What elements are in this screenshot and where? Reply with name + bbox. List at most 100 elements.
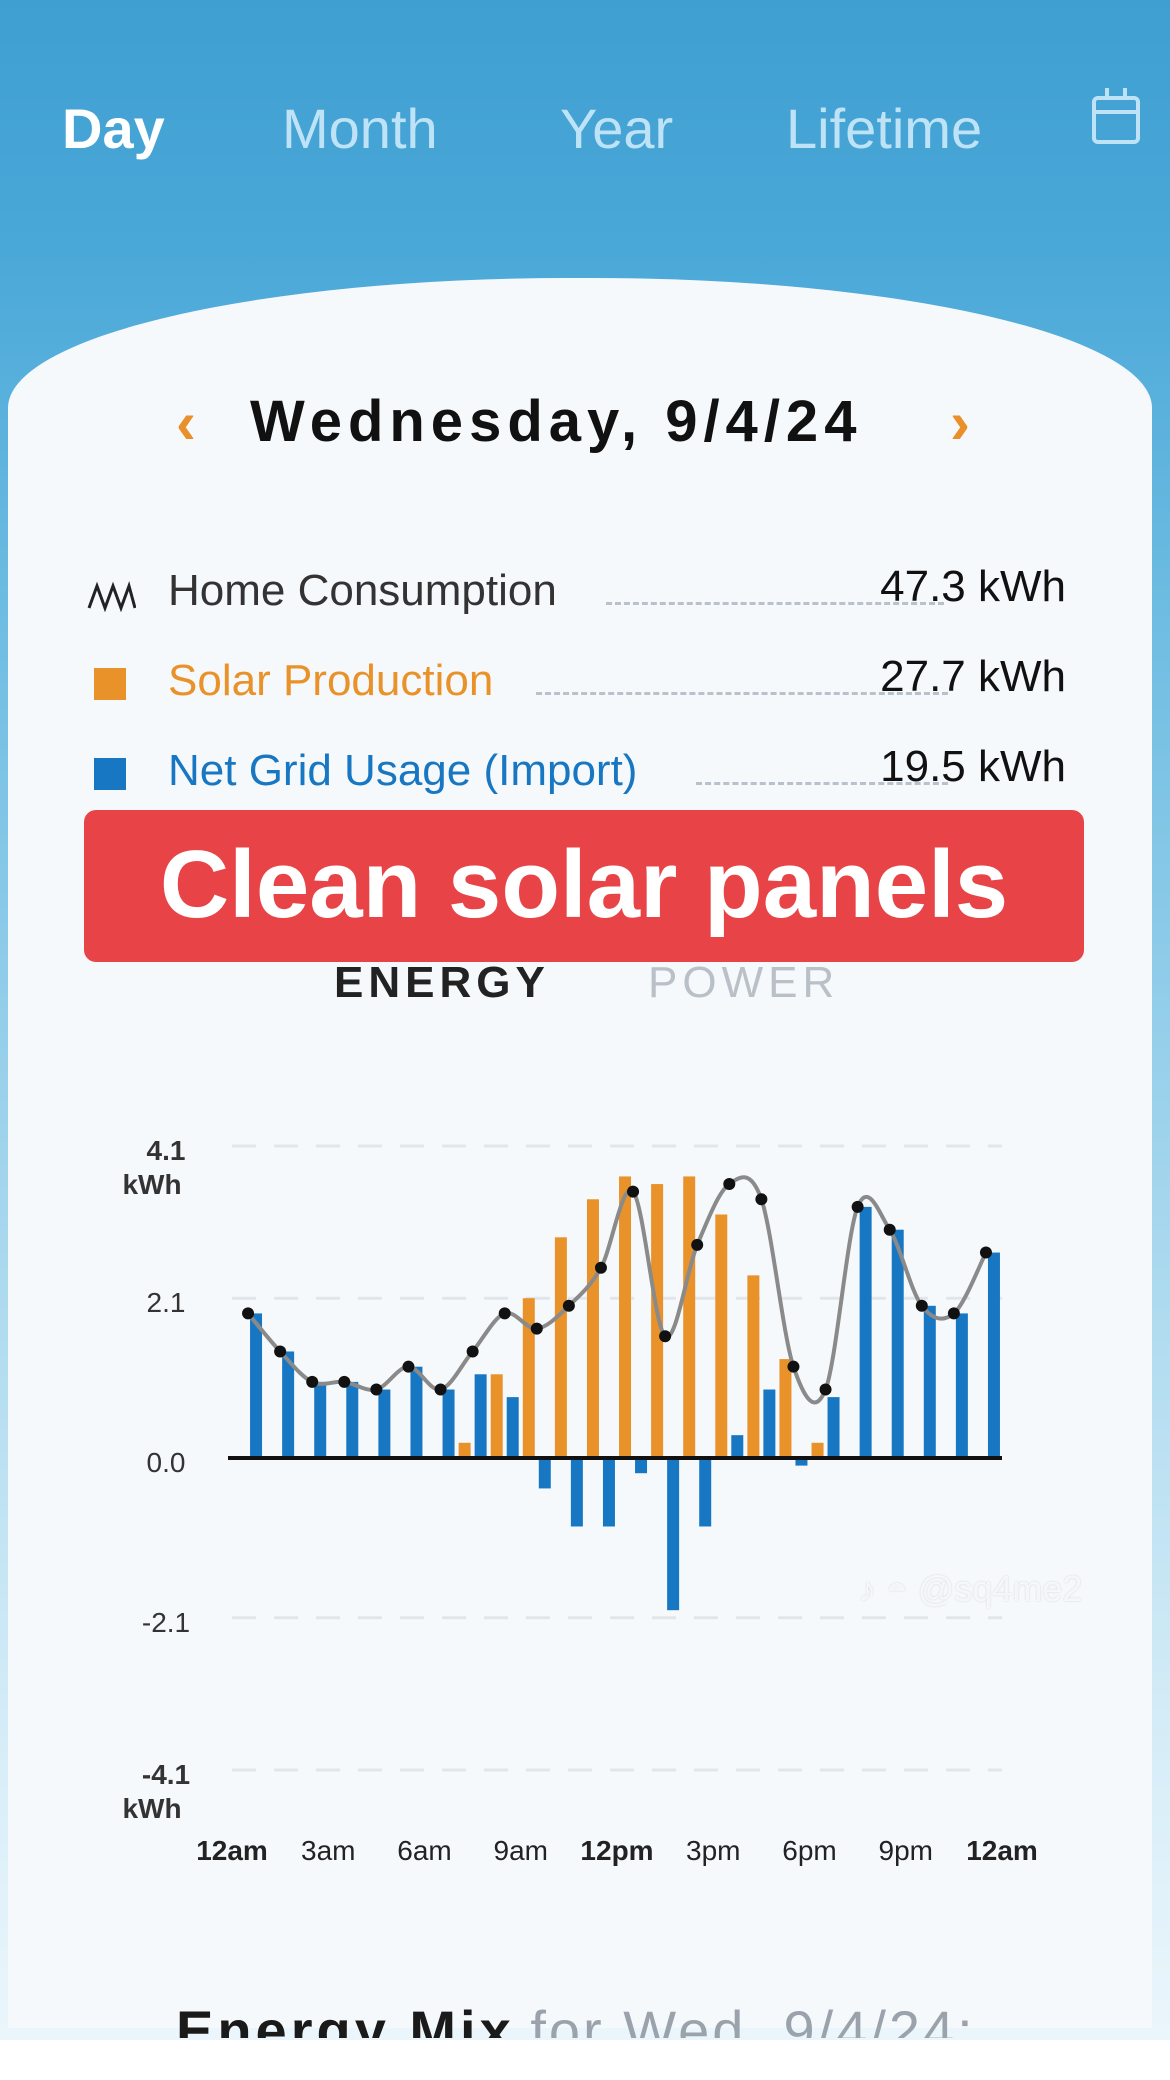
leader-dots [536, 692, 948, 695]
tab-month[interactable]: Month [282, 97, 438, 160]
home-consumption-point [787, 1360, 800, 1373]
grid-bar [667, 1458, 680, 1611]
tab-year[interactable]: Year [560, 97, 674, 160]
solar-bar [586, 1199, 599, 1458]
solar-bar [715, 1214, 728, 1458]
net-grid-usage-row: Net Grid Usage (Import) 19.5 kWh [86, 742, 1076, 806]
next-day-chevron-icon[interactable]: › [950, 389, 970, 456]
home-consumption-row: Home Consumption 47.3 kWh [86, 562, 1076, 626]
grid-bar [731, 1435, 744, 1458]
x-tick-label: 3am [301, 1835, 355, 1866]
grid-bar [923, 1305, 936, 1458]
home-consumption-point [466, 1345, 479, 1358]
y-unit-label: kWh [122, 1793, 181, 1824]
solar-production-value: 27.7 kWh [880, 652, 1066, 701]
home-consumption-line [246, 1175, 988, 1405]
home-consumption-point [338, 1375, 351, 1388]
y-unit-label: kWh [122, 1169, 181, 1200]
solar-bar [779, 1359, 792, 1458]
energy-card [8, 278, 1152, 2028]
x-tick-label: 12am [196, 1835, 268, 1866]
solar-production-label: Solar Production [168, 656, 494, 705]
solar-bar [683, 1176, 696, 1458]
orange-square-icon [94, 668, 126, 700]
grid-bar [987, 1252, 1000, 1458]
date-title: Wednesday, 9/4/24 [250, 389, 863, 454]
home-consumption-point [498, 1307, 511, 1320]
grid-bar [635, 1458, 648, 1474]
bottom-band [0, 2040, 1170, 2080]
net-grid-usage-label: Net Grid Usage (Import) [168, 746, 638, 795]
grid-bar [859, 1206, 872, 1458]
grid-bar [827, 1397, 840, 1458]
solar-bar [554, 1237, 567, 1458]
x-tick-label: 6pm [782, 1835, 836, 1866]
solar-production-row: Solar Production 27.7 kWh [86, 652, 1076, 716]
y-tick-label: -2.1 [142, 1607, 190, 1638]
y-tick-label: 4.1 [147, 1135, 186, 1166]
home-consumption-point [242, 1307, 255, 1320]
home-consumption-point [755, 1193, 768, 1206]
grid-bar [506, 1397, 519, 1458]
grid-bar [795, 1458, 808, 1466]
x-tick-label: 9pm [879, 1835, 933, 1866]
home-consumption-point [659, 1330, 672, 1343]
energy-mode-tab[interactable]: ENERGY [334, 958, 550, 1007]
x-tick-label: 12pm [580, 1835, 653, 1866]
tab-day[interactable]: Day [62, 97, 165, 160]
y-tick-label: 0.0 [147, 1447, 186, 1478]
leader-dots [696, 782, 948, 785]
grid-bar [410, 1366, 423, 1458]
home-consumption-point [434, 1383, 447, 1396]
grid-bar [282, 1351, 295, 1458]
solar-bar [458, 1442, 471, 1458]
leader-dots [606, 602, 944, 605]
grid-bar [346, 1381, 359, 1458]
home-consumption-point [627, 1185, 640, 1198]
home-consumption-value: 47.3 kWh [880, 562, 1066, 611]
home-consumption-point [819, 1383, 832, 1396]
grid-bar [250, 1313, 263, 1458]
grid-bar [891, 1229, 904, 1458]
solar-bar [490, 1374, 503, 1458]
x-tick-label: 6am [397, 1835, 451, 1866]
home-consumption-point [370, 1383, 383, 1396]
energy-mix-heading: Energy Mix for Wed, 9/4/24: [176, 1998, 1076, 2038]
home-consumption-point [723, 1178, 736, 1191]
date-navigation: ‹ Wednesday, 9/4/24 › [0, 388, 1170, 458]
grid-bar [442, 1389, 455, 1458]
home-consumption-point [915, 1299, 928, 1312]
period-tabs: Day Month Year Lifetime [0, 60, 1170, 190]
home-consumption-point [530, 1322, 543, 1335]
power-mode-tab[interactable]: POWER [648, 958, 840, 1007]
home-consumption-point [979, 1246, 992, 1259]
solar-bar [651, 1184, 664, 1458]
tab-lifetime[interactable]: Lifetime [786, 97, 983, 160]
grid-bar [763, 1389, 776, 1458]
x-tick-label: 3pm [686, 1835, 740, 1866]
grid-bar [570, 1458, 583, 1527]
net-grid-usage-value: 19.5 kWh [880, 742, 1066, 791]
energy-mix-title: Energy Mix [176, 1999, 515, 2038]
home-consumption-point [851, 1200, 864, 1213]
x-tick-label: 12am [966, 1835, 1038, 1866]
solar-bar [522, 1298, 535, 1458]
home-consumption-point [274, 1345, 287, 1358]
home-consumption-point [306, 1375, 319, 1388]
banner-text: Clean solar panels [159, 831, 1009, 938]
energy-mix-date: for Wed, 9/4/24: [530, 1999, 976, 2038]
home-consumption-point [562, 1299, 575, 1312]
grid-bar [314, 1381, 327, 1458]
home-consumption-point [883, 1223, 896, 1236]
line-wave-icon [87, 581, 136, 612]
calendar-icon[interactable] [1092, 88, 1140, 144]
home-consumption-point [947, 1307, 960, 1320]
y-tick-label: 2.1 [147, 1287, 186, 1318]
solar-bar [619, 1176, 632, 1458]
home-consumption-point [691, 1238, 704, 1251]
previous-day-chevron-icon[interactable]: ‹ [176, 389, 196, 456]
grid-bar [474, 1374, 487, 1458]
clean-solar-panels-banner: Clean solar panels [84, 810, 1084, 962]
watermark: ♪ ◓ @sq4me2 [858, 1568, 1083, 1609]
